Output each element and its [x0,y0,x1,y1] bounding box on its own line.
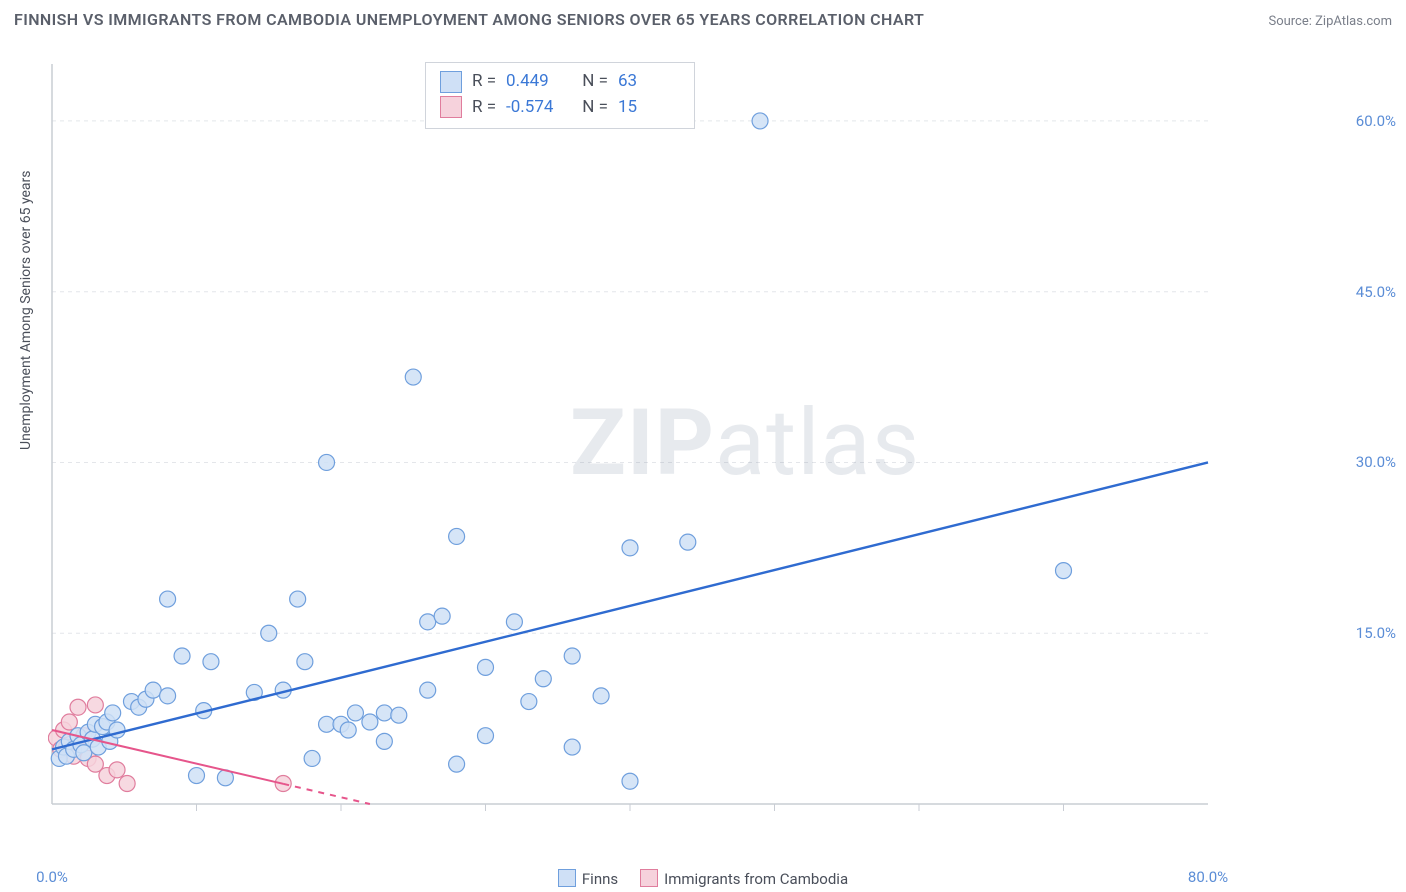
data-point [362,714,378,730]
legend-swatch [440,71,462,93]
data-point [622,773,638,789]
data-point [319,716,335,732]
data-point [449,528,465,544]
data-point [535,671,551,687]
legend-item: Immigrants from Cambodia [640,869,848,888]
data-point [297,654,313,670]
data-point [189,768,205,784]
scatter-chart [48,60,1278,840]
data-point [76,745,92,761]
source-label: Source: ZipAtlas.com [1268,14,1392,29]
y-tick-label: 45.0% [1356,283,1396,301]
data-point [160,591,176,607]
legend-swatch [640,869,658,887]
y-tick-label: 30.0% [1356,453,1396,471]
correlation-row: R = -0.574 N = 15 [440,95,680,121]
data-point [203,654,219,670]
data-point [105,705,121,721]
data-point [434,608,450,624]
data-point [145,682,161,698]
data-point [319,454,335,470]
data-point [109,762,125,778]
data-point [622,540,638,556]
data-point [564,648,580,664]
data-point [70,699,86,715]
data-point [1056,563,1072,579]
data-point [391,707,407,723]
bottom-legend: Finns Immigrants from Cambodia [0,869,1406,888]
data-point [304,750,320,766]
y-tick-label: 15.0% [1356,624,1396,642]
chart-title: FINNISH VS IMMIGRANTS FROM CAMBODIA UNEM… [14,10,924,29]
data-point [160,688,176,704]
chart-container [48,60,1388,860]
data-point [420,682,436,698]
data-point [61,714,77,730]
data-point [376,733,392,749]
data-point [376,705,392,721]
data-point [261,625,277,641]
data-point [449,756,465,772]
legend-item: Finns [558,869,618,888]
data-point [119,776,135,792]
data-point [405,369,421,385]
data-point [680,534,696,550]
data-point [174,648,190,664]
data-point [478,728,494,744]
data-point [347,705,363,721]
legend-swatch [558,869,576,887]
data-point [593,688,609,704]
legend-swatch [440,96,462,118]
data-point [478,659,494,675]
data-point [506,614,522,630]
data-point [564,739,580,755]
correlation-row: R = 0.449 N = 63 [440,69,680,95]
data-point [290,591,306,607]
data-point [87,697,103,713]
data-point [420,614,436,630]
data-point [340,722,356,738]
y-axis-label: Unemployment Among Seniors over 65 years [18,171,34,451]
y-tick-label: 60.0% [1356,112,1396,130]
data-point [521,694,537,710]
data-point [752,113,768,129]
correlation-legend: R = 0.449 N = 63R = -0.574 N = 15 [425,62,695,129]
